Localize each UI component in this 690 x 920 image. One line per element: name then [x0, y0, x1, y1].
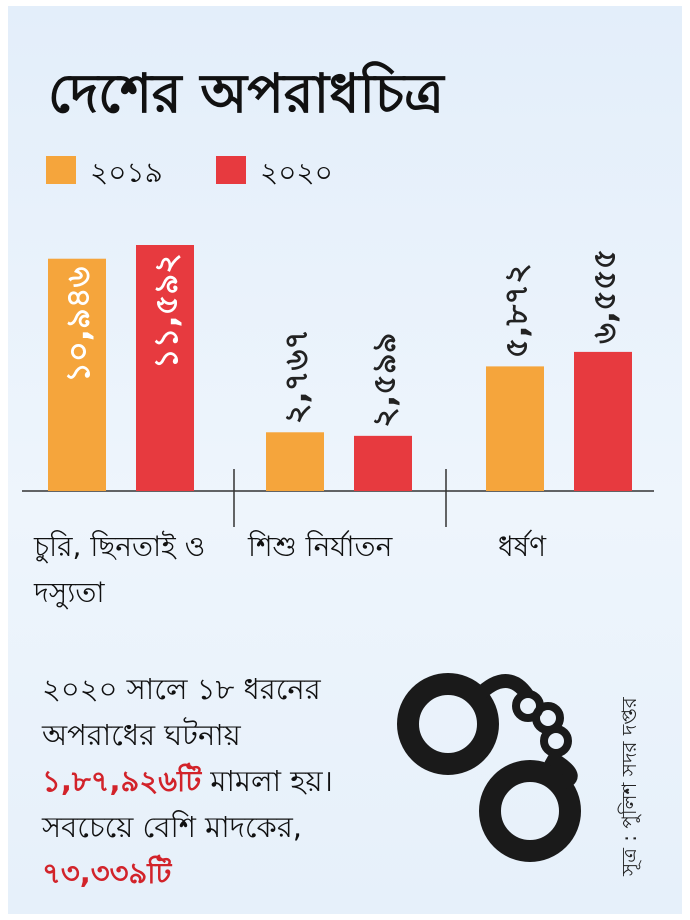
bar — [266, 432, 324, 491]
x-tick-label: শিশু নির্যাতন — [248, 530, 393, 563]
value-label: ৫,৮৭২ — [497, 263, 535, 358]
value-label: ৬,৫৫৫ — [585, 249, 623, 344]
bar — [574, 351, 632, 491]
x-tick-label: ধর্ষণ — [498, 530, 547, 563]
value-label: ২,৭৬৭ — [277, 329, 315, 424]
handcuffs-icon — [397, 673, 581, 862]
annotation-text: ২০২০ সালে ১৮ ধরনের অপরাধের ঘটনায় — [42, 672, 321, 752]
bar — [136, 245, 194, 491]
infographic: ২০১৯ ২০২০ ১০,৯৪৬ ২,৭৬৭ ৫,৮৭২ ১১,৫৯২ ২,৫৯৯ ৬,৫৫৫… — [8, 6, 682, 914]
bar — [354, 435, 412, 491]
legend-label: ২০২০ — [260, 156, 333, 189]
value-label: ২,৫৯৯ — [365, 333, 403, 428]
value-label: ১১,৫৯২ — [147, 253, 185, 369]
legend-swatch — [46, 156, 76, 184]
highlight-text: ৭৩,৩৩৯টি — [42, 856, 172, 890]
bar — [486, 366, 544, 491]
chart: ২০১৯ ২০২০ ১০,৯৪৬ ২,৭৬৭ ৫,৮৭২ ১১,৫৯২ ২,৫৯৯ ৬,৫৫৫… — [22, 156, 654, 877]
chart-title: দেশের অপরাধচিত্র — [48, 62, 444, 125]
annotation: ২০২০ সালে ১৮ ধরনের অপরাধের ঘটনায় ১,৮৭,৯… — [42, 666, 382, 896]
x-tick-label: চুরি, ছিনতাই ও দস্যুতা — [34, 530, 206, 609]
annotation-text: মামলা হয়। সবচেয়ে বেশি মাদকের, — [42, 764, 333, 844]
highlight-text: ১,৮৭,৯২৬টি — [42, 764, 202, 798]
legend-swatch — [216, 156, 246, 184]
value-label: ১০,৯৪৬ — [59, 267, 97, 383]
bar — [48, 258, 106, 491]
legend-label: ২০১৯ — [90, 156, 163, 189]
source: সূত্র : পুলিশ সদর দপ্তর — [617, 696, 641, 877]
